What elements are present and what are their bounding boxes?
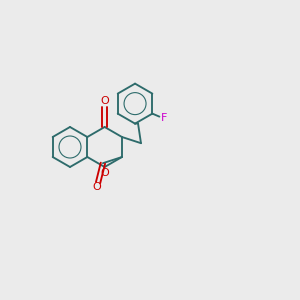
Text: O: O <box>100 167 109 178</box>
Text: F: F <box>161 112 168 123</box>
Text: O: O <box>100 97 109 106</box>
Text: O: O <box>92 182 101 192</box>
